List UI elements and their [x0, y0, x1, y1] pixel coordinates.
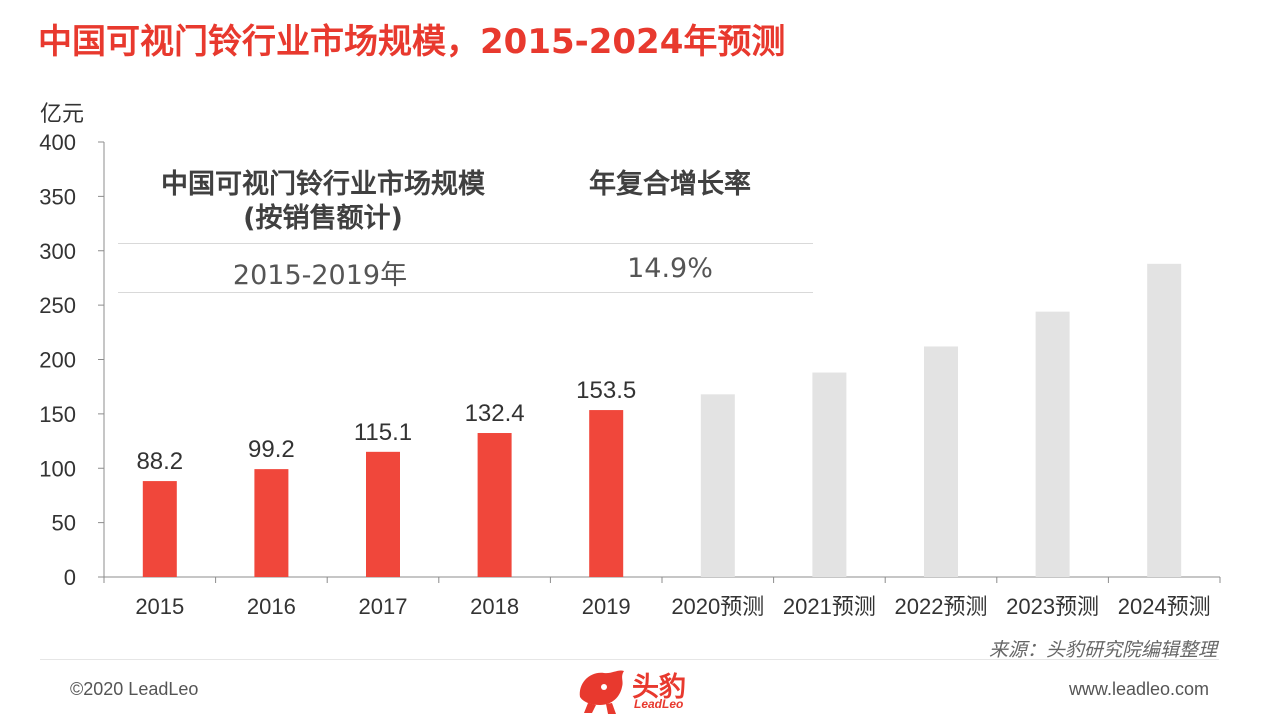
x-tick-label: 2022预测 — [895, 594, 988, 619]
y-tick-label: 150 — [39, 402, 76, 427]
x-tick-label: 2021预测 — [783, 594, 876, 619]
bar-data-label: 88.2 — [136, 448, 183, 475]
market-size-bar-chart: 0 50 100 150 200 250 300 350 400 88.2 2015 99.2 2016… — [39, 130, 1221, 619]
table-header-market-size: 中国可视门铃行业市场规模 (按销售额计) — [118, 168, 528, 236]
x-tick-label: 2020预测 — [671, 594, 764, 619]
x-tick-label: 2016 — [247, 594, 296, 619]
x-tick-label: 2019 — [582, 594, 631, 619]
x-tick-label: 2017 — [359, 594, 408, 619]
actual-bar — [477, 433, 512, 577]
y-axis-unit-label: 亿元 — [40, 102, 85, 127]
y-tick-label: 350 — [39, 184, 76, 209]
forecast-bar — [1035, 311, 1070, 577]
actual-bar — [366, 451, 400, 577]
forecast-bar — [700, 394, 735, 577]
bar-data-label: 132.4 — [465, 400, 525, 427]
logo-chinese-name: 头豹 — [632, 672, 686, 703]
logo-english-name: LeadLeo — [634, 697, 684, 711]
y-tick-label: 0 — [64, 565, 76, 590]
leopard-icon — [579, 670, 624, 714]
x-tick-label: 2023预测 — [1006, 594, 1099, 619]
y-tick-label: 100 — [39, 456, 76, 481]
x-tick-label: 2015 — [135, 594, 184, 619]
y-tick-label: 250 — [39, 293, 76, 318]
x-tick-label: 2024预测 — [1118, 594, 1211, 619]
y-tick-label: 50 — [52, 511, 76, 536]
y-tick-label: 200 — [39, 348, 76, 373]
y-tick-label: 400 — [39, 130, 76, 155]
actual-bar — [589, 410, 624, 577]
page-title: 中国可视门铃行业市场规模，2015-2024年预测 — [38, 22, 786, 62]
table-cell-cagr: 14.9% — [627, 253, 713, 284]
table-header-cagr: 年复合增长率 — [589, 169, 751, 200]
table-divider-top — [118, 243, 813, 244]
bar-data-label: 115.1 — [354, 419, 412, 446]
bar-data-label: 99.2 — [248, 436, 295, 463]
copyright-text: ©2020 LeadLeo — [70, 679, 199, 699]
table-cell-period: 2015-2019年 — [232, 260, 408, 291]
forecast-bar — [924, 346, 958, 577]
footer-divider — [40, 659, 1219, 660]
table-header-market-size-line1: 中国可视门铃行业市场规模 — [161, 169, 485, 200]
forecast-bar — [812, 372, 847, 577]
table-divider-bottom — [118, 292, 813, 293]
table-header-market-size-line2: (按销售额计) — [243, 203, 403, 234]
source-note: 来源：头豹研究院编辑整理 — [988, 639, 1217, 661]
actual-bar — [142, 481, 177, 577]
y-tick-label: 300 — [39, 239, 76, 264]
actual-bar — [254, 469, 289, 577]
bar-data-label: 153.5 — [576, 377, 636, 404]
forecast-bar — [1147, 263, 1182, 577]
x-tick-label: 2018 — [470, 594, 519, 619]
leadleo-logo: 头豹 LeadLeo — [574, 663, 704, 717]
website-text: www.leadleo.com — [1068, 679, 1209, 699]
